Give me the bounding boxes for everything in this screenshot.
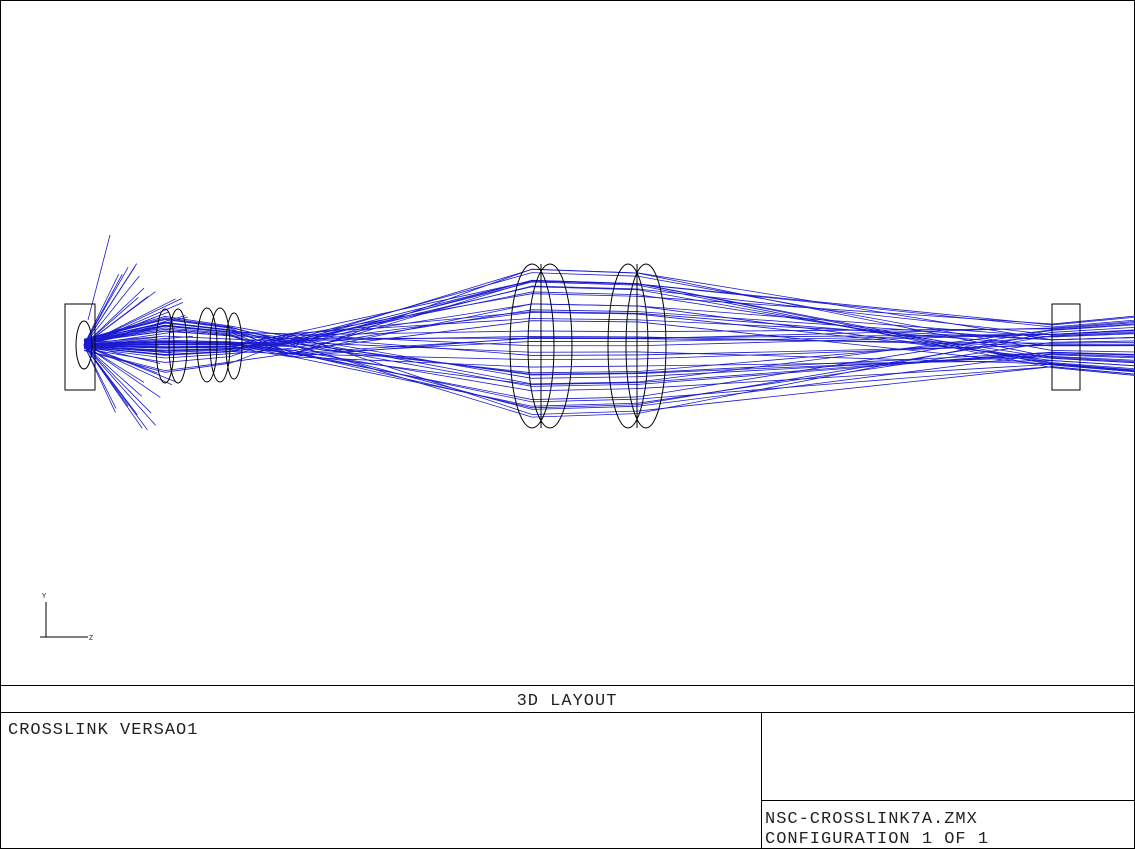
description: CROSSLINK VERSAO1 [8,721,198,740]
detector-box [1052,304,1080,390]
layout-window: Y Z 3D LAYOUT CROSSLINK VERSAO1 NSC-CROS… [0,0,1135,849]
configuration: CONFIGURATION 1 OF 1 [765,830,989,849]
ray [84,345,142,396]
axis-label: Y [42,593,47,601]
axis-label: Z [89,635,94,643]
optical-elements [65,264,1080,428]
lens [169,309,187,383]
window-title: 3D LAYOUT [517,692,618,711]
axis-icon: Y Z [40,593,94,643]
file-name: NSC-CROSSLINK7A.ZMX [765,810,978,829]
ray [88,235,110,320]
